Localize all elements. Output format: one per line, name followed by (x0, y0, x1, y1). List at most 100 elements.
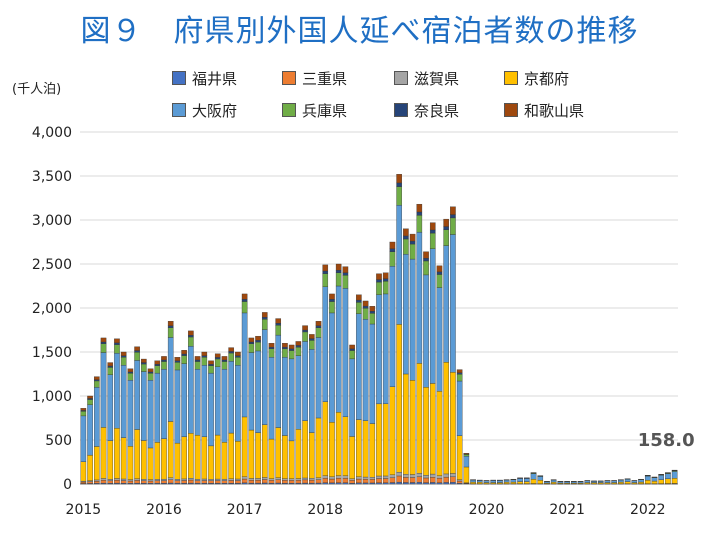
bar-segment (416, 211, 423, 216)
bar-segment (510, 479, 517, 483)
bar-segment (268, 346, 275, 350)
legend-item-wakayama: 和歌山県 (504, 100, 584, 121)
bar-segment (342, 475, 349, 479)
bar-segment (396, 205, 402, 325)
bar-segment (120, 357, 127, 366)
bar-segment (335, 285, 342, 413)
bar-segment (141, 480, 147, 484)
bar-segment (315, 327, 322, 338)
bar-segment (295, 341, 302, 346)
bar-segment (524, 481, 530, 484)
bar-segment (409, 474, 416, 478)
bar-segment (624, 481, 631, 484)
y-tick-label: 0 (63, 477, 72, 493)
x-tick-label: 2018 (307, 502, 343, 518)
bar-segment (450, 476, 456, 483)
bar-segment (248, 337, 255, 343)
bar-segment (342, 478, 349, 483)
bar-segment (161, 356, 167, 361)
bar-segment (127, 480, 134, 484)
bar-segment (107, 362, 114, 367)
bar-segment (409, 482, 416, 485)
bar-segment (416, 215, 423, 233)
bar-segment (295, 478, 302, 481)
bar-segment (309, 338, 315, 341)
bar-segment (100, 427, 107, 479)
bar-segment (107, 480, 114, 484)
bar-segment (429, 232, 436, 249)
bar-segment (483, 480, 490, 483)
bar-segment (456, 380, 463, 436)
bar-segment (369, 477, 376, 480)
bar-segment (537, 476, 544, 481)
y-tick-label: 500 (45, 433, 72, 449)
bar-segment (423, 477, 429, 483)
legend-item-kyoto: 京都府 (504, 68, 569, 89)
bar-segment (376, 273, 382, 280)
bar-segment (362, 300, 369, 307)
bar-segment (147, 380, 154, 449)
bar-segment (161, 359, 167, 362)
bar-segment (161, 361, 167, 370)
bar-segment (241, 478, 248, 484)
bar-segment (450, 482, 456, 485)
legend-label: 京都府 (524, 70, 570, 88)
bar-segment (409, 380, 416, 475)
bar-segment (214, 358, 221, 367)
bar-segment (362, 305, 369, 309)
bar-segment (349, 358, 355, 437)
bar-segment (443, 476, 449, 483)
bar-segment (134, 352, 140, 361)
bar-segment (302, 479, 308, 484)
bar-segment (120, 351, 127, 356)
bar-segment (214, 366, 221, 436)
bar-segment (315, 337, 322, 419)
bar-segment (436, 475, 443, 479)
bar-segment (114, 353, 120, 429)
bar-segment (335, 475, 342, 479)
bar-segment (429, 222, 436, 231)
bar-segment (188, 334, 194, 338)
bar-segment (228, 351, 234, 354)
bar-segment (389, 248, 396, 252)
bar-segment (194, 434, 201, 480)
bar-segment (188, 433, 194, 479)
bar-segment (376, 281, 382, 295)
bar-segment (188, 336, 194, 347)
bar-segment (261, 479, 268, 484)
bar-segment (208, 480, 214, 484)
bar-segment (235, 351, 241, 356)
bar-segment (369, 311, 376, 314)
bar-segment (423, 251, 429, 259)
bar-segment (403, 474, 409, 478)
bar-segment (356, 419, 362, 477)
bar-segment (463, 453, 470, 455)
bar-segment (87, 404, 93, 456)
y-tick-label: 2,000 (32, 301, 72, 317)
bar-segment (248, 480, 255, 484)
bar-segment (584, 480, 591, 483)
bar-segment (450, 372, 456, 474)
bar-segment (282, 435, 288, 479)
bar-segment (201, 365, 208, 437)
bar-segment (356, 476, 362, 480)
bar-segment (503, 479, 510, 483)
bar-segment (604, 480, 611, 483)
bar-segment (94, 376, 100, 380)
bar-segment (127, 479, 134, 482)
bar-segment (423, 482, 429, 485)
bar-segment (188, 478, 194, 481)
bar-segment (483, 482, 490, 485)
bar-segment (403, 482, 409, 485)
bar-segment (255, 479, 261, 484)
bar-segment (261, 317, 268, 320)
bar-segment (302, 329, 308, 333)
bar-segment (550, 479, 557, 483)
bar-segment (167, 421, 174, 478)
bar-segment (571, 481, 577, 484)
bar-segment (134, 429, 140, 479)
bar-segment (517, 481, 523, 484)
bar-segment (389, 241, 396, 249)
bar-segment (436, 265, 443, 273)
bar-segment (94, 379, 100, 382)
